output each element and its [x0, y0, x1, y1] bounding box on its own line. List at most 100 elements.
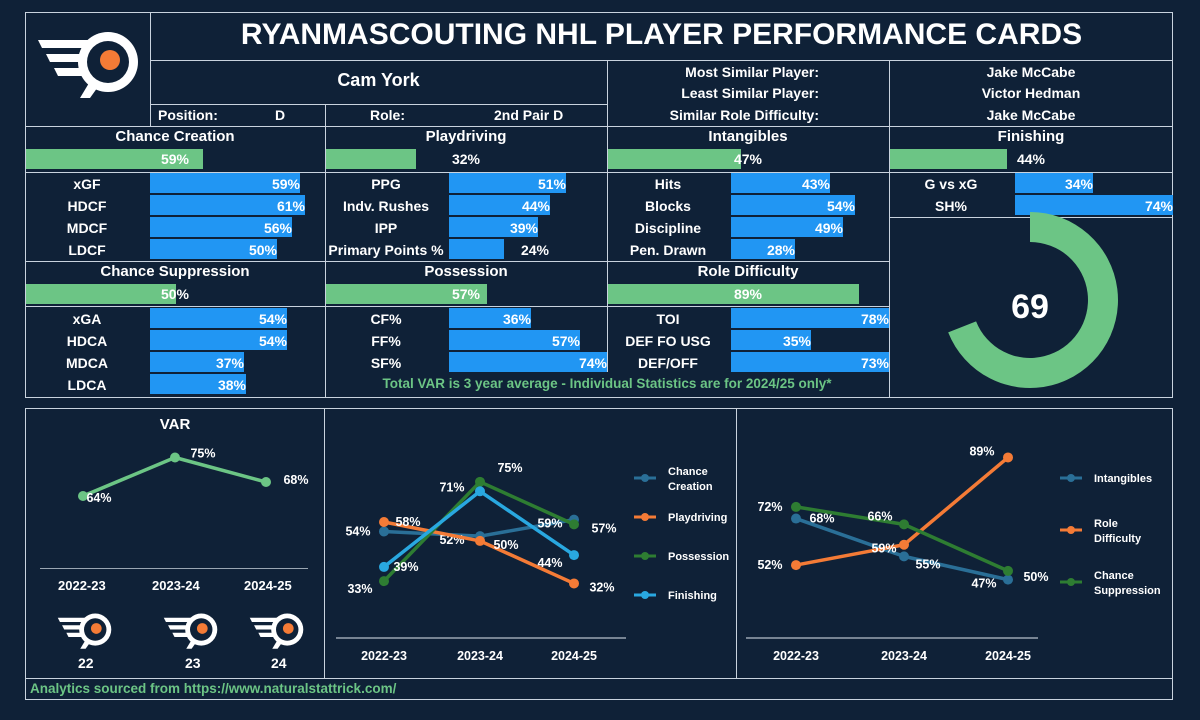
role-difficulty-title: Role Difficulty: [697, 263, 799, 280]
role-difficulty-row-bar: [731, 330, 811, 350]
data-label: 39%: [393, 560, 418, 574]
possession-row-label: FF%: [371, 333, 401, 349]
x-tick-label: 2023-24: [881, 649, 927, 663]
data-label: 59%: [871, 542, 896, 556]
season-logo-3: [249, 613, 304, 649]
chance-creation-total-bar: [26, 149, 203, 169]
intangibles-row-label: Hits: [654, 176, 682, 192]
var-title: VAR: [159, 416, 191, 433]
legend-label: Finishing: [668, 590, 717, 602]
data-point: [1003, 452, 1013, 463]
season-logo-number-1: 22: [78, 655, 94, 671]
chance-creation-row-label: LDCF: [68, 242, 106, 258]
possession-total-value: 57%: [451, 286, 481, 302]
playdriving-row-value: 51%: [537, 176, 566, 192]
role-difficulty-row-bar: [731, 352, 889, 372]
data-label: 75%: [497, 461, 522, 475]
footer-source: Analytics sourced from https://www.natur…: [30, 681, 397, 696]
role-value: 2nd Pair D: [494, 107, 564, 123]
finishing-row-bar: [1015, 173, 1093, 193]
legend-label: Chance: [1094, 570, 1134, 582]
intangibles-row-label: Pen. Drawn: [629, 242, 707, 258]
stats-note: Total VAR is 3 year average - Individual…: [382, 376, 832, 391]
data-label: 58%: [395, 515, 420, 529]
intangibles-title: Intangibles: [708, 128, 788, 145]
header-bottom-line: [25, 126, 1173, 127]
intangibles-row-bar: [731, 217, 843, 237]
chance-creation-row-bar: [150, 217, 292, 237]
header-divider-1: [607, 60, 608, 126]
role-difficulty-row-value: 78%: [860, 311, 889, 327]
intangibles-row-bar: [731, 173, 830, 193]
chance-creation-row-label: HDCF: [67, 198, 107, 214]
chance-suppression-row-value: 54%: [258, 333, 287, 349]
chance-creation-row-bar: [150, 239, 277, 259]
player-name: Cam York: [337, 70, 420, 90]
data-point: [569, 519, 579, 530]
data-point: [791, 501, 801, 512]
possession-row-value: 74%: [578, 355, 607, 371]
legend-label: Difficulty: [1094, 533, 1142, 545]
title-underline: [150, 60, 1173, 61]
legend-marker: [641, 591, 649, 599]
playdriving-row-bar: [449, 239, 504, 259]
var-line-chart: 64% 75% 68%: [78, 447, 309, 505]
possession-row-bar: [449, 330, 580, 350]
var-axis-line: [40, 568, 308, 569]
data-label: 50%: [493, 538, 518, 552]
possession-title: Possession: [424, 263, 508, 280]
playdriving-total-bar: [326, 149, 416, 169]
playdriving-title: Playdriving: [425, 128, 507, 145]
legend-label: Playdriving: [668, 512, 727, 524]
least-similar-label: Least Similar Player:: [681, 85, 819, 101]
logo-divider: [150, 12, 151, 126]
chance-creation-title: Chance Creation: [115, 128, 235, 145]
finishing-total-bar: [890, 149, 1007, 169]
chance-suppression-total-bar: [26, 284, 176, 304]
data-label: 68%: [809, 512, 834, 526]
possession-row-value: 57%: [551, 333, 580, 349]
data-point: [791, 560, 801, 571]
x-tick-label: 2023-24: [457, 649, 503, 663]
trend-chart-1: 2022-23 2023-24 2024-2554%52%59%ChanceCrea…: [336, 461, 729, 663]
role-difficulty-total-value: 89%: [733, 286, 763, 302]
possession-row-bar: [449, 308, 531, 328]
playdriving-row-value: 44%: [521, 198, 550, 214]
data-label: 72%: [757, 500, 782, 514]
most-similar-label: Most Similar Player:: [685, 64, 819, 80]
chance-suppression-row-value: 38%: [217, 377, 246, 393]
data-label: 66%: [867, 509, 892, 523]
chance-suppression-row-bar: [150, 330, 287, 350]
var-season-2: 2023-24: [152, 578, 200, 593]
role-label: Role:: [370, 107, 405, 123]
playdriving-row-bar: [449, 173, 566, 193]
position-divider: [325, 104, 326, 126]
chance-suppression-row-label: LDCA: [67, 377, 107, 393]
finishing-row-label: SH%: [935, 198, 967, 214]
data-point: [899, 551, 909, 562]
playdriving-row-value: 24%: [520, 242, 549, 258]
data-point: [899, 539, 909, 550]
similar-role-label: Similar Role Difficulty:: [669, 107, 819, 123]
legend-marker: [1067, 474, 1075, 482]
playdriving-row-label: PPG: [371, 176, 401, 192]
trend-divider-1: [324, 408, 325, 678]
intangibles-row-bar: [731, 195, 855, 215]
legend-marker: [1067, 526, 1075, 534]
possession-row-bar: [449, 352, 607, 372]
legend-marker: [641, 552, 649, 560]
chance-suppression-row-label: MDCA: [66, 355, 108, 371]
season-logo-2: [163, 613, 218, 649]
data-label: 50%: [1023, 570, 1048, 584]
intangibles-row-bar: [731, 239, 795, 259]
finishing-row-bar: [1015, 195, 1173, 215]
x-tick-label: 2022-23: [773, 649, 819, 663]
playdriving-row-bar: [449, 195, 550, 215]
intangibles-row-label: Discipline: [634, 220, 702, 236]
var-season-3: 2024-25: [244, 578, 292, 593]
possession-total-bar: [326, 284, 487, 304]
similar-role-value: Jake McCabe: [986, 107, 1076, 123]
chance-suppression-row-bar: [150, 374, 246, 394]
x-tick-label: 2024-25: [985, 649, 1031, 663]
legend-label: Suppression: [1094, 585, 1161, 597]
